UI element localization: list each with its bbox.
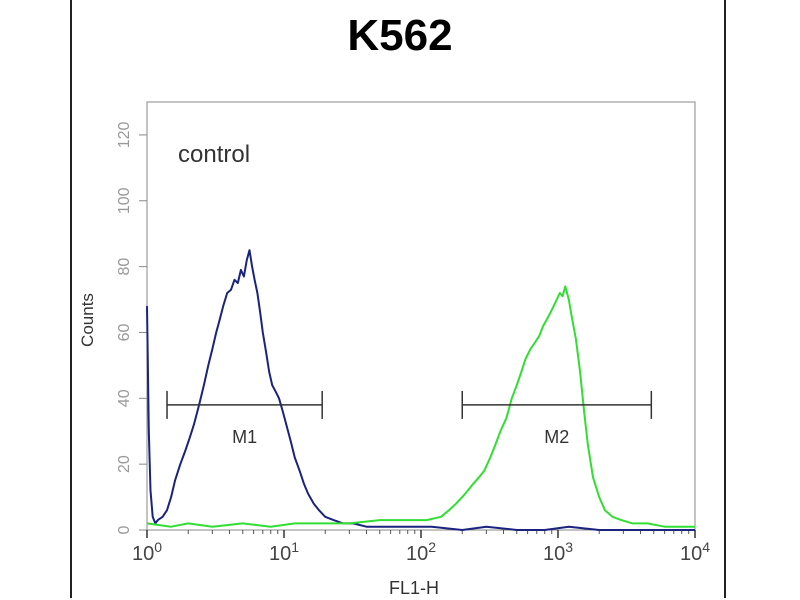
x-tick-label: 103 xyxy=(543,539,573,565)
gate-label: M1 xyxy=(232,427,257,447)
y-tick-label: 120 xyxy=(116,121,133,148)
chart-frame xyxy=(70,0,726,598)
y-tick-label: 0 xyxy=(116,525,133,534)
series-layer xyxy=(146,249,695,531)
y-tick-label: 60 xyxy=(116,323,133,341)
x-ticks: 100 101 102 103 104 xyxy=(132,530,710,565)
chart-title: K562 xyxy=(347,11,452,60)
control-annotation: control xyxy=(178,141,250,168)
x-tick-label: 104 xyxy=(680,539,710,565)
gate-label: M2 xyxy=(544,427,569,447)
x-tick-label: 100 xyxy=(132,539,162,565)
y-tick-label: 40 xyxy=(116,389,133,407)
y-axis-label: Counts xyxy=(78,293,97,347)
control-series-line xyxy=(146,249,695,531)
y-ticks: 0 20 40 60 80 100 120 xyxy=(116,121,147,534)
y-tick-label: 100 xyxy=(116,187,133,214)
x-axis-label: FL1-H xyxy=(389,578,439,598)
y-tick-label: 20 xyxy=(116,455,133,473)
x-tick-label: 101 xyxy=(269,539,299,565)
x-tick-label: 102 xyxy=(406,539,436,565)
sample-series-line xyxy=(146,285,695,528)
gate-layer: M1 M2 xyxy=(166,390,653,447)
y-tick-label: 80 xyxy=(116,258,133,276)
